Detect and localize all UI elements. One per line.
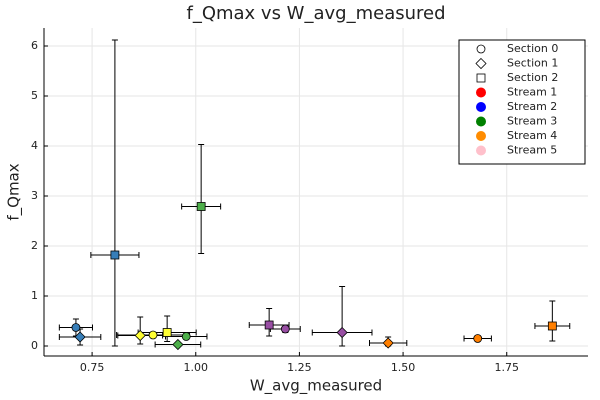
- x-axis-label: W_avg_measured: [250, 377, 382, 396]
- marker-diamond: [382, 337, 394, 349]
- legend-label: Section 2: [507, 71, 558, 84]
- marker-circle: [181, 332, 191, 341]
- marker-diamond: [336, 326, 348, 339]
- marker-circle: [71, 323, 81, 332]
- marker-circle: [148, 330, 158, 340]
- legend-label: Stream 1: [507, 86, 557, 99]
- marker-square: [196, 202, 206, 211]
- marker-diamond: [134, 329, 146, 342]
- marker-dot: [476, 102, 486, 112]
- y-tick-label: 3: [31, 189, 38, 202]
- x-tick-label: 0.75: [80, 361, 105, 374]
- legend-label: Section 1: [507, 57, 558, 70]
- y-tick-label: 4: [31, 139, 38, 152]
- legend-label: Stream 5: [507, 144, 557, 157]
- marker-square: [547, 321, 557, 331]
- marker-square: [264, 320, 274, 330]
- legend-label: Stream 2: [507, 100, 557, 113]
- chart-title: f_Qmax vs W_avg_measured: [186, 3, 445, 24]
- marker-square: [162, 328, 172, 337]
- marker-dot: [476, 116, 486, 127]
- marker-circle: [473, 334, 483, 343]
- x-tick-label: 1.50: [391, 361, 416, 374]
- y-tick-label: 2: [31, 239, 38, 252]
- marker-diamond: [475, 57, 487, 70]
- marker-diamond: [74, 331, 86, 343]
- y-tick-label: 1: [31, 289, 38, 302]
- marker-dot: [476, 87, 486, 98]
- marker-square: [110, 250, 120, 260]
- y-tick-label: 6: [31, 39, 38, 52]
- y-tick-label: 5: [31, 89, 38, 102]
- marker-circle: [476, 44, 486, 54]
- marker-dot: [476, 131, 486, 141]
- y-tick-label: 0: [31, 339, 38, 352]
- x-tick-label: 1.00: [184, 361, 209, 374]
- x-tick-label: 1.75: [494, 361, 519, 374]
- marker-dot: [476, 145, 486, 156]
- marker-circle: [280, 324, 290, 334]
- legend-label: Stream 4: [507, 129, 557, 142]
- marker-square: [476, 73, 486, 83]
- legend-label: Stream 3: [507, 115, 557, 128]
- y-axis-label: f_Qmax: [5, 163, 24, 220]
- marker-diamond: [172, 338, 184, 351]
- legend-label: Section 0: [507, 42, 558, 55]
- x-tick-label: 1.25: [287, 361, 312, 374]
